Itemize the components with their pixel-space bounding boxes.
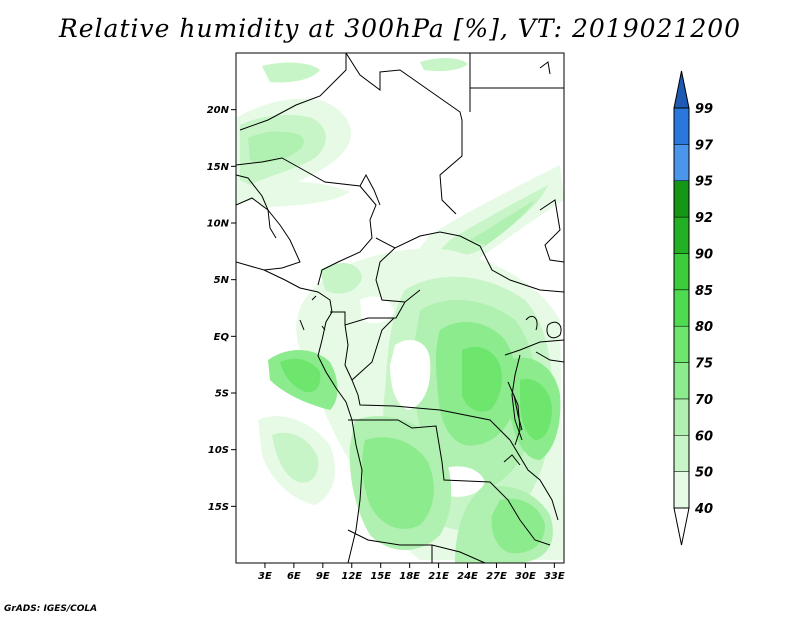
colorbar-label: 92 [695,211,713,226]
lon-tick-label: 30E [515,571,536,582]
lake-outline [546,321,562,339]
lat-tick-label: EQ [214,332,230,343]
border-line [504,339,564,356]
lon-tick-label: 24E [457,571,478,582]
colorbar-label: 40 [694,502,713,517]
border-line [347,529,486,563]
lat-tick-label: 20N [207,105,230,116]
lat-tick-label: 15S [208,502,229,513]
humidity-patch [440,185,548,256]
border-line [509,439,559,521]
humidity-patch [470,200,535,245]
humidity-patch [272,432,319,483]
humidity-patch [362,437,434,529]
colorbar-upper-arrow [673,70,690,109]
border-line [359,173,381,206]
lake-outline [539,61,551,75]
lon-tick-label: 9E [316,571,330,582]
humidity-field [236,53,564,563]
lon-tick-label: 33E [544,571,565,582]
map-frame [235,52,565,564]
humidity-patch [320,263,362,294]
border-line [330,301,406,326]
colorbar-frame [673,107,690,509]
lake-outline [525,315,538,331]
lat-tick-label: 10N [207,219,230,230]
colorbar-lower-arrow [673,507,690,546]
colorbar-label: 97 [695,138,714,153]
humidity-patch [280,358,321,393]
border-line [351,379,511,441]
humidity-patch [262,62,320,83]
humidity-patch [462,346,502,412]
coastline [299,295,326,331]
latitude-axis: 20N 15N 10N 5N EQ 5S 10S 15S [207,105,236,513]
humidity-patch [491,498,545,554]
border-line [511,354,523,441]
coastline [236,174,301,271]
border-line [236,157,377,286]
colorbar-segment [673,253,690,291]
humidity-patch [250,181,350,208]
humidity-patch [360,296,394,324]
lon-tick-label: 27E [486,571,507,582]
lon-tick-label: 6E [287,571,301,582]
colorbar-label: 85 [695,284,713,299]
colorbar-segment [673,362,690,400]
colorbar-segment [673,435,690,472]
humidity-patch [248,131,305,163]
colorbar-label: 50 [695,466,713,481]
lon-tick-label: 3E [258,571,272,582]
lat-tick-label: 10S [208,445,229,456]
colorbar-label: 70 [695,393,713,408]
colorbar-segment [673,216,690,254]
lake-outline [503,454,521,466]
humidity-patch [440,466,485,497]
lake-outline [513,394,523,431]
lat-tick-label: 5S [215,389,229,400]
colorbar-segment [673,289,690,327]
lon-tick-label: 18E [399,571,420,582]
colorbar: 40 50 60 70 75 80 85 90 92 95 97 99 [673,70,714,546]
border-line [236,197,277,239]
colorbar-label: 60 [695,429,713,444]
border-line [348,419,551,546]
lon-tick-label: 15E [370,571,391,582]
border-line [375,247,421,303]
colorbar-segment [673,107,690,145]
longitude-axis: 3E 6E 9E 12E 15E 18E 21E 24E 27E 30E 33E [258,563,565,582]
lat-tick-label: 15N [207,162,230,173]
coastline [263,269,363,563]
colorbar-label: 90 [695,247,713,262]
lat-tick-label: 5N [214,275,230,286]
colorbar-label: 99 [695,102,713,117]
lon-tick-label: 12E [341,571,362,582]
colorbar-label: 75 [695,357,713,372]
border-line [539,199,564,263]
colorbar-segment [673,180,690,218]
humidity-patch [390,340,431,410]
colorbar-segment [673,144,690,181]
border-line [535,351,564,363]
border-line [239,53,347,131]
colorbar-label: 95 [695,175,713,190]
border-line [375,231,564,293]
lon-tick-label: 21E [428,571,449,582]
border-line [345,53,463,215]
chart-title: Relative humidity at 300hPa [%], VT: 201… [58,14,742,43]
humidity-patch [420,58,468,72]
colorbar-label: 80 [695,320,713,335]
colorbar-segment [673,398,690,436]
colorbar-segment [673,325,690,363]
grads-credit: GrADS: IGES/COLA [4,604,98,614]
country-borders [236,53,564,563]
humidity-patch [520,378,552,440]
colorbar-segment [673,471,690,509]
